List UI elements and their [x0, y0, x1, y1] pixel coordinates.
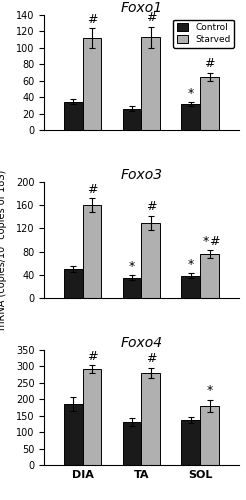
Text: *: *	[129, 260, 135, 273]
Text: #: #	[146, 11, 156, 24]
Bar	[182, 420, 200, 465]
Text: #: #	[87, 183, 97, 196]
Bar	[182, 276, 200, 297]
Legend: Control, Starved: Control, Starved	[173, 20, 234, 48]
Bar	[123, 278, 141, 297]
Text: *: *	[188, 87, 194, 100]
Bar	[200, 254, 219, 298]
Bar	[141, 38, 160, 130]
Bar	[141, 372, 160, 465]
Text: *: *	[207, 384, 213, 398]
Text: #: #	[146, 200, 156, 213]
Bar	[141, 222, 160, 298]
Bar	[83, 38, 101, 130]
Bar	[83, 206, 101, 298]
Text: #: #	[204, 58, 215, 70]
Bar	[83, 370, 101, 465]
Bar	[200, 406, 219, 465]
Bar	[123, 109, 141, 130]
Title: Foxo1: Foxo1	[120, 1, 163, 15]
Text: mRNA (copies/10⁴ copies of 18S): mRNA (copies/10⁴ copies of 18S)	[0, 170, 7, 330]
Bar	[64, 269, 83, 298]
Bar	[200, 77, 219, 130]
Bar	[182, 104, 200, 130]
Text: #: #	[146, 352, 156, 366]
Text: *: *	[202, 235, 209, 248]
Text: #: #	[209, 235, 219, 248]
Text: #: #	[87, 350, 97, 363]
Text: #: #	[87, 13, 97, 26]
Text: *: *	[188, 258, 194, 271]
Bar	[64, 404, 83, 465]
Bar	[123, 422, 141, 465]
Title: Foxo3: Foxo3	[120, 168, 163, 182]
Title: Foxo4: Foxo4	[120, 336, 163, 349]
Bar	[64, 102, 83, 130]
